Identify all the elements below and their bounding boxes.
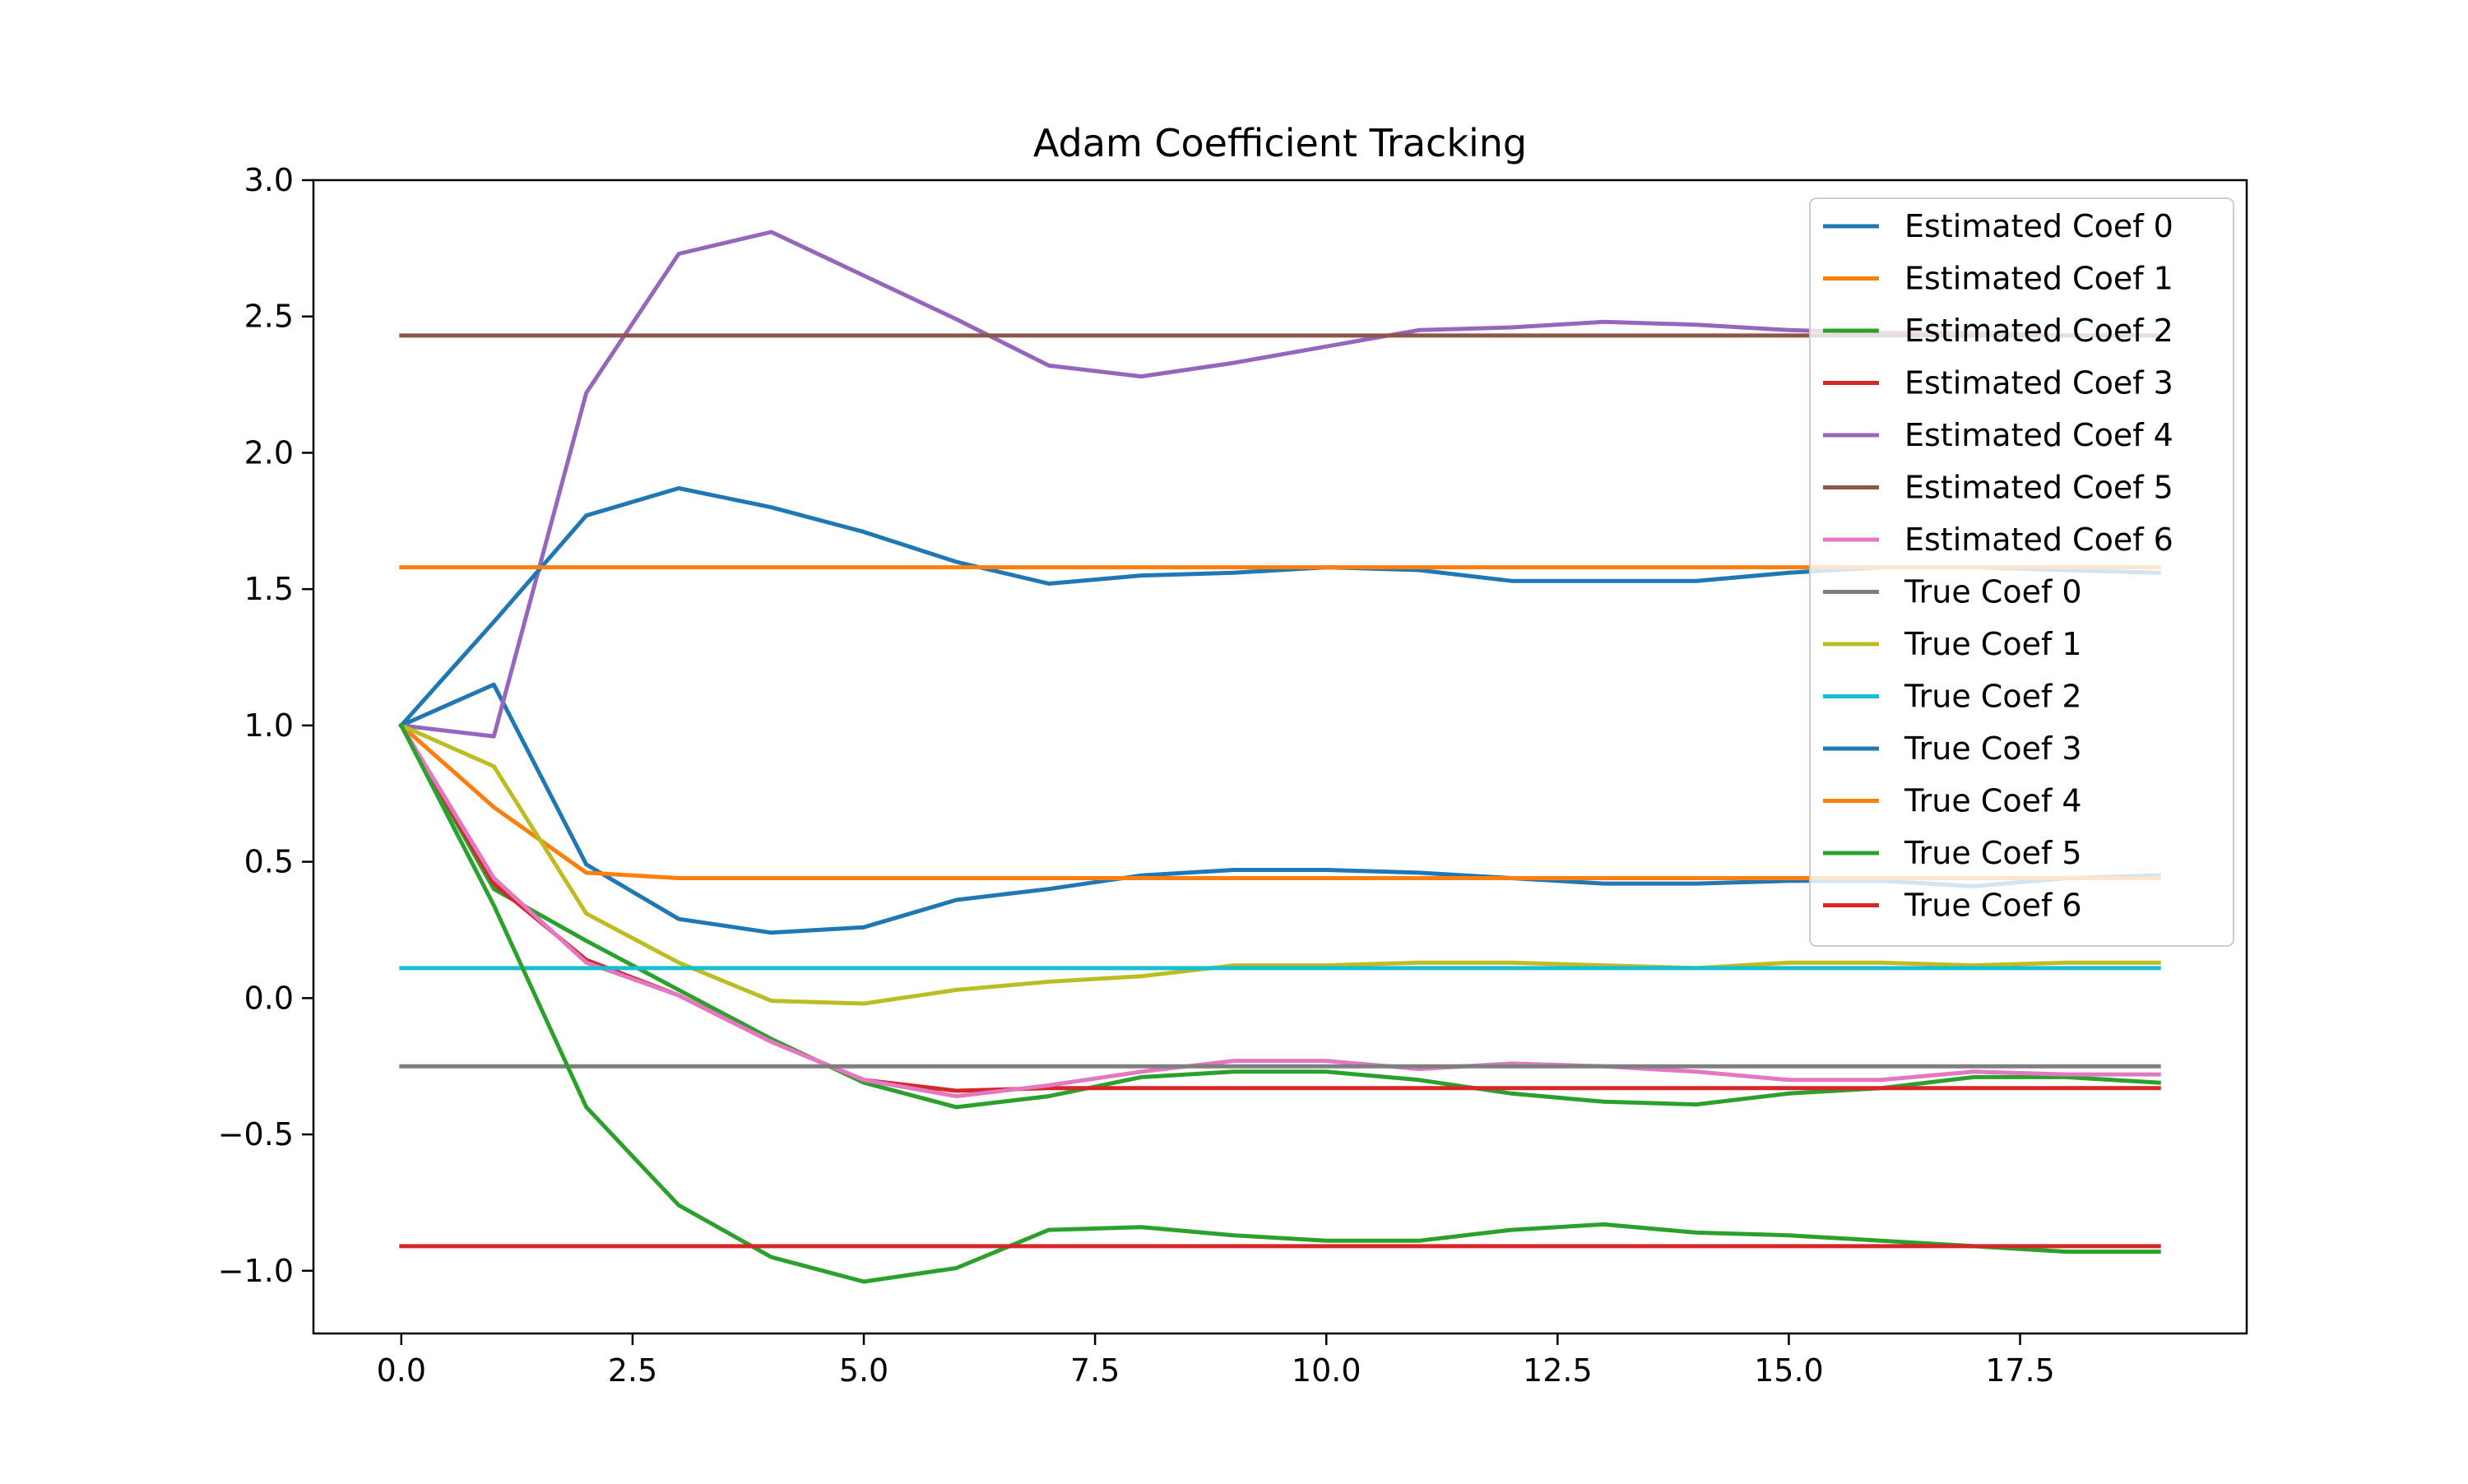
legend-label: Estimated Coef 1 (1904, 261, 2173, 297)
y-tick-label: 3.0 (244, 162, 294, 198)
legend-label: True Coef 1 (1904, 626, 2082, 662)
legend-label: Estimated Coef 6 (1904, 522, 2173, 558)
x-tick-label: 17.5 (1985, 1352, 2055, 1389)
legend-label: Estimated Coef 4 (1904, 417, 2173, 453)
y-axis: 3.0 2.5 2.0 1.5 1.0 0.5 0.0 −0.5 −1.0 (218, 162, 313, 1289)
y-tick-label: 1.5 (244, 571, 294, 607)
legend-box (1809, 197, 2234, 947)
chart-title: Adam Coefficient Tracking (1033, 121, 1527, 165)
x-axis: 0.0 2.5 5.0 7.5 10.0 12.5 15.0 17.5 (377, 1333, 2055, 1389)
legend-label: True Coef 0 (1904, 574, 2082, 610)
legend-label: True Coef 5 (1904, 835, 2082, 871)
x-tick-label: 7.5 (1070, 1352, 1120, 1389)
legend-label: Estimated Coef 5 (1904, 470, 2173, 506)
legend-label: Estimated Coef 2 (1904, 313, 2173, 349)
y-tick-label: 2.5 (244, 299, 294, 335)
x-tick-label: 10.0 (1292, 1352, 1362, 1389)
legend-label: True Coef 3 (1904, 730, 2082, 767)
x-tick-label: 0.0 (377, 1352, 426, 1389)
y-tick-label: −0.5 (218, 1116, 294, 1152)
legend-label: True Coef 2 (1904, 679, 2082, 715)
y-tick-label: −1.0 (218, 1253, 294, 1289)
series-line-12 (398, 722, 2161, 1284)
series-line-6 (398, 722, 2161, 1099)
y-tick-label: 0.5 (244, 844, 294, 880)
x-tick-label: 5.0 (839, 1352, 888, 1389)
y-tick-label: 1.0 (244, 707, 294, 744)
y-tick-label: 2.0 (244, 434, 294, 471)
x-tick-label: 12.5 (1523, 1352, 1593, 1389)
legend-label: True Coef 6 (1904, 888, 2082, 924)
legend-label: Estimated Coef 3 (1904, 365, 2173, 401)
y-tick-label: 0.0 (244, 980, 294, 1016)
plot-frame (312, 179, 2248, 1335)
legend: Estimated Coef 0 Estimated Coef 1 Estimate… (1809, 197, 2234, 947)
legend-label: Estimated Coef 0 (1904, 208, 2173, 244)
x-tick-label: 15.0 (1754, 1352, 1824, 1389)
x-tick-label: 2.5 (608, 1352, 657, 1389)
legend-label: True Coef 4 (1904, 783, 2082, 819)
